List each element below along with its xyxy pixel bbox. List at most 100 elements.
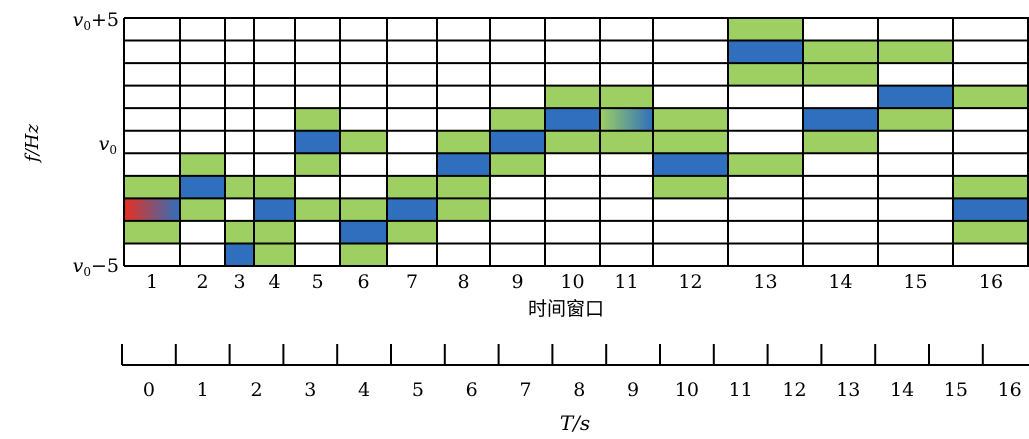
window-tick-label: 14 (828, 271, 852, 293)
cell-green (295, 198, 340, 221)
window-tick-label: 12 (678, 271, 702, 293)
cell-green (600, 130, 653, 154)
cell-green (728, 63, 803, 86)
cell-blue (340, 220, 387, 244)
y-tick-label-bottom: v0−5 (73, 255, 119, 279)
cell-green (225, 175, 254, 199)
cell-gradient (124, 198, 180, 221)
window-tick-label: 6 (357, 271, 369, 293)
time-tick-label: 9 (627, 379, 639, 401)
cell-green (340, 243, 387, 266)
window-tick-label: 5 (311, 271, 323, 293)
cell-blue (254, 198, 295, 221)
cell-green (295, 108, 340, 131)
cell-green (878, 40, 953, 64)
cell-green (953, 220, 1029, 244)
cell-gradient (600, 108, 653, 131)
cell-green (340, 198, 387, 221)
cell-green (180, 153, 225, 176)
time-tick-label: 0 (143, 379, 155, 401)
window-tick-labels: 1 2 3 4 5 6 7 8 9 10 11 12 13 14 15 16 (146, 271, 1003, 293)
cell-green (340, 130, 387, 154)
cell-green (225, 220, 254, 244)
cell-green (803, 40, 878, 64)
window-axis-label: 时间窗口 (528, 298, 604, 320)
heatmap-cells (124, 18, 1029, 266)
cell-blue (878, 85, 953, 109)
cell-green (490, 108, 545, 131)
cell-blue (803, 108, 878, 131)
time-axis-label: T/s (560, 411, 590, 435)
time-tick-label: 10 (675, 379, 699, 401)
cell-blue (387, 198, 437, 221)
time-tick-label: 5 (412, 379, 424, 401)
cell-blue (295, 130, 340, 154)
heatmap-grid (123, 17, 1029, 267)
window-tick-label: 8 (457, 271, 469, 293)
window-tick-label: 3 (233, 271, 245, 293)
cell-green (653, 175, 728, 199)
cell-green (653, 108, 728, 131)
cell-green (728, 18, 803, 41)
time-tick-label: 12 (782, 379, 806, 401)
cell-green (124, 220, 180, 244)
cell-green (490, 153, 545, 176)
cell-green (953, 175, 1029, 199)
cell-green (437, 175, 490, 199)
time-tick-label: 4 (358, 379, 370, 401)
window-tick-label: 11 (614, 271, 638, 293)
cell-green (653, 130, 728, 154)
time-tick-label: 8 (573, 379, 585, 401)
time-tick-label: 1 (197, 379, 209, 401)
cell-green (124, 175, 180, 199)
window-tick-label: 15 (903, 271, 927, 293)
window-tick-label: 16 (979, 271, 1003, 293)
cell-blue (180, 175, 225, 199)
cell-green (387, 220, 437, 244)
cell-green (953, 85, 1029, 109)
cell-green (254, 243, 295, 266)
time-tick-label: 7 (519, 379, 531, 401)
cell-blue (490, 130, 545, 154)
y-tick-label-mid: v0 (99, 133, 117, 157)
cell-blue (545, 108, 600, 131)
cell-green (878, 108, 953, 131)
time-tick-label: 6 (466, 379, 478, 401)
window-tick-label: 7 (406, 271, 418, 293)
cell-green (545, 130, 600, 154)
time-tick-label: 15 (944, 379, 968, 401)
cell-blue (653, 153, 728, 176)
cell-green (387, 175, 437, 199)
cell-green (600, 85, 653, 109)
cell-blue (728, 40, 803, 64)
time-tick-label: 11 (729, 379, 753, 401)
time-tick-label: 2 (250, 379, 262, 401)
time-tick-label: 16 (998, 379, 1022, 401)
window-tick-label: 13 (753, 271, 777, 293)
cell-green (728, 153, 803, 176)
cell-blue (225, 243, 254, 266)
cell-green (803, 130, 878, 154)
cell-blue (953, 198, 1029, 221)
cell-green (803, 63, 878, 86)
cell-green (437, 198, 490, 221)
cell-green (545, 85, 600, 109)
time-tick-label: 14 (890, 379, 914, 401)
time-tick-label: 3 (304, 379, 316, 401)
window-tick-label: 4 (268, 271, 280, 293)
cell-green (295, 153, 340, 176)
cell-blue (437, 153, 490, 176)
window-tick-label: 9 (511, 271, 523, 293)
cell-green (254, 175, 295, 199)
cell-green (180, 198, 225, 221)
time-tick-label: 13 (836, 379, 860, 401)
y-axis-label: f/Hz (22, 124, 43, 164)
cell-green (254, 220, 295, 244)
window-tick-label: 10 (560, 271, 584, 293)
y-tick-label-top: v0+5 (73, 9, 119, 33)
window-tick-label: 1 (146, 271, 158, 293)
time-axis: 0 1 2 3 4 5 6 7 8 9 10 11 12 13 14 15 16 (121, 344, 1029, 401)
cell-green (437, 130, 490, 154)
window-tick-label: 2 (196, 271, 208, 293)
